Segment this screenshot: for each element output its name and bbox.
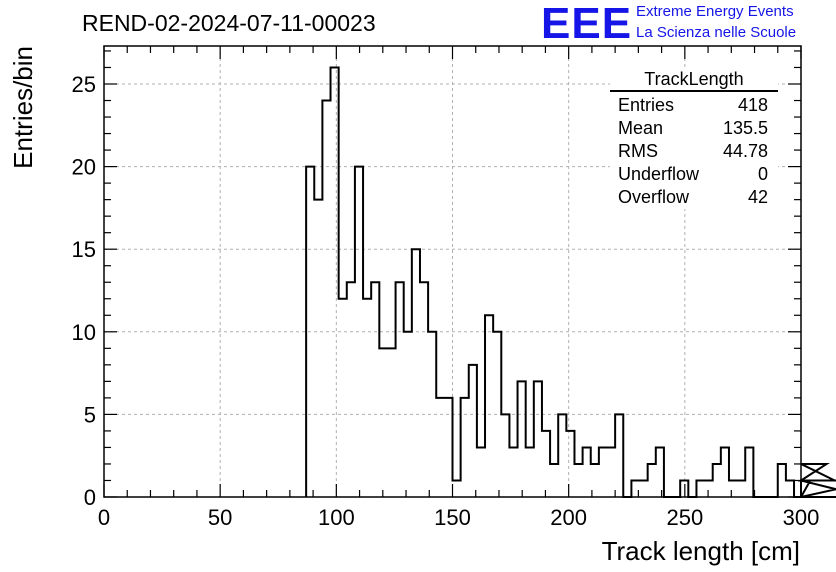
x-axis-label: Track length [cm] [602,536,800,566]
y-tick-label: 20 [72,155,96,180]
stats-value: 42 [747,187,768,207]
y-tick-label: 5 [84,402,96,427]
x-tick-label: 50 [208,505,232,530]
stats-row-rms: RMS 44.78 [610,140,778,163]
stats-row-entries: Entries 418 [610,94,778,117]
y-tick-label: 0 [84,485,96,510]
x-tick-label: 250 [666,505,703,530]
stats-row-underflow: Underflow 0 [610,163,778,186]
x-tick-label: 100 [318,505,355,530]
stats-label: Entries [618,95,675,115]
stats-label: Overflow [618,187,690,207]
y-tick-label: 15 [72,237,96,262]
histogram-outline [305,66,836,498]
stats-value: 44.78 [722,141,768,161]
y-tick-label: 10 [72,320,96,345]
y-axis-label: Entries/bin [8,46,38,169]
stats-value: 0 [757,164,768,184]
stats-label: Mean [618,118,664,138]
x-tick-label: 300 [783,505,820,530]
logo-line-1: Extreme Energy Events [636,3,794,20]
stats-value: 418 [737,95,768,115]
stats-row-overflow: Overflow 42 [610,186,778,209]
stats-box: TrackLength Entries 418 Mean 135.5 RMS 4… [610,68,778,209]
y-tick-label: 25 [72,72,96,97]
eee-logo: EEE [541,0,633,48]
x-tick-label: 0 [98,505,110,530]
stats-value: 135.5 [722,118,768,138]
stats-row-mean: Mean 135.5 [610,117,778,140]
stats-label: RMS [618,141,658,161]
stats-label: Underflow [618,164,700,184]
stats-title: TrackLength [610,68,778,92]
x-tick-label: 150 [434,505,471,530]
logo-line-2: La Scienza nelle Scuole [636,24,797,41]
chart-title: REND-02-2024-07-11-00023 [82,10,376,36]
axis-ticks: 0 50 100 150 200 250 300 0 5 10 15 20 25 [72,46,820,530]
x-tick-label: 200 [550,505,587,530]
